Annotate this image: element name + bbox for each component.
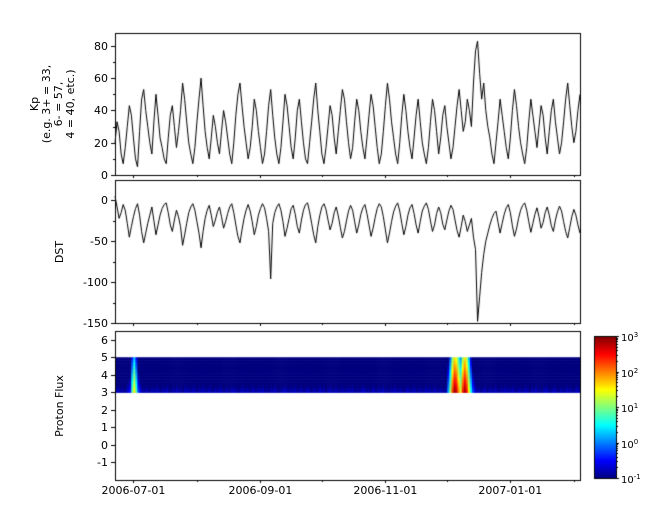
- chart-canvas: [0, 0, 665, 523]
- space-weather-figure: 0 20 40 60 80 Kp (e.g. 3+ = 33, 6- = 57, 4 = …: [0, 0, 665, 523]
